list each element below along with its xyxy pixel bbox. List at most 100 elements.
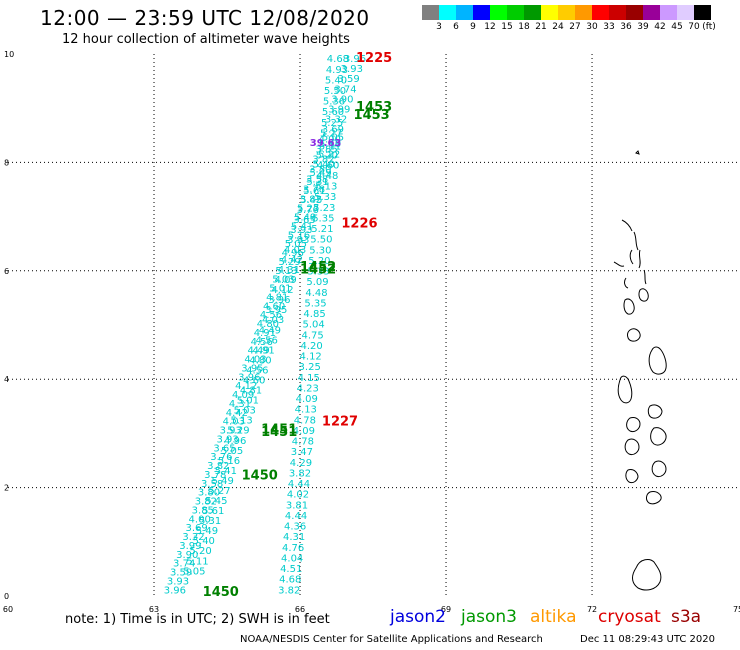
wave-height-value: 3.59 <box>170 568 192 579</box>
wave-height-value: 4.56 <box>260 310 282 321</box>
wave-height-value: 3.80 <box>309 165 331 176</box>
mission-name: altika <box>530 607 577 627</box>
wave-height-value: 5.09 <box>306 277 328 288</box>
color-legend-label: 12 <box>484 22 496 32</box>
wave-height-value: 3.59 <box>338 74 360 85</box>
island-outline <box>625 469 639 484</box>
color-swatch <box>490 5 507 20</box>
wave-height-value: 4.76 <box>282 543 304 554</box>
wave-height-value: 4.81 <box>240 386 262 397</box>
wave-height-value: 4.03 <box>262 315 284 326</box>
color-swatch <box>439 5 456 20</box>
color-legend-label: 27 <box>569 22 581 32</box>
wave-height-value: 5.04 <box>302 320 324 331</box>
wave-height-value: 5.41 <box>291 221 313 232</box>
pass-labels: 1450145014511451122714521452122639.63145… <box>203 51 392 600</box>
wave-height-value: 4.15 <box>298 373 320 384</box>
wave-height-value: 5.50 <box>310 235 332 246</box>
wave-height-value: 5.05 <box>285 239 307 250</box>
color-legend-label: 70 <box>688 22 700 32</box>
wave-height-value: 3.65 <box>213 443 235 454</box>
pass-label: 1451 <box>261 425 297 440</box>
y-tick-label: 2 <box>4 484 9 493</box>
wave-height-value: 5.16 <box>288 230 310 241</box>
wave-height-value: 3.93 <box>216 434 238 445</box>
island-outline <box>632 559 662 591</box>
coastline-islands <box>613 150 667 591</box>
color-swatch <box>541 5 558 20</box>
wave-height-value: 5.31 <box>306 177 328 188</box>
y-tick-label: 6 <box>4 267 9 276</box>
wave-height-value: 3.93 <box>287 235 309 246</box>
wave-height-value: 4.09 <box>296 394 318 405</box>
y-tick-label: 8 <box>4 158 9 167</box>
color-legend-label: 36 <box>620 22 632 32</box>
wave-height-value: 5.13 <box>230 416 252 427</box>
wave-height-value: 5.27 <box>208 486 230 497</box>
wave-height-value: 4.60 <box>243 376 265 387</box>
island-outline <box>635 150 640 155</box>
wave-height-value: 5.50 <box>324 86 346 97</box>
wave-height-value: 4.29 <box>290 458 312 469</box>
wave-height-value: 4.51 <box>280 564 302 575</box>
wave-height-value: 3.58 <box>306 175 328 186</box>
mission-name: s3a <box>671 607 702 627</box>
pass-label: 1452 <box>300 260 336 275</box>
wave-height-value: 5.27 <box>320 128 342 139</box>
wave-height-value: 5.29 <box>279 257 301 268</box>
pass-label: 1453 <box>354 108 390 123</box>
wave-height-value: 3.82 <box>300 195 322 206</box>
wave-height-value: 4.60 <box>263 301 285 312</box>
wave-height-value: 4.85 <box>303 309 325 320</box>
color-legend-labels: 3 6 9 12 15 18 21 24 27 30 33 36 39 42 45 70 (ft) <box>422 22 740 34</box>
pass-label: 1450 <box>242 468 278 483</box>
wave-height-value: 3.82 <box>195 497 217 508</box>
wave-height-value: 4.96 <box>224 436 246 447</box>
wave-height-value: 3.82 <box>207 461 229 472</box>
wave-height-value: 4.60 <box>317 160 339 171</box>
wave-height-value: 4.48 <box>305 288 327 299</box>
wave-height-value: 4.31 <box>229 399 251 410</box>
color-swatch <box>660 5 677 20</box>
wave-height-value: 3.96 <box>344 54 366 65</box>
island-outline <box>646 491 662 505</box>
island-outline <box>650 427 667 446</box>
wave-height-value: 5.40 <box>325 75 347 86</box>
color-swatch <box>473 5 490 20</box>
wave-height-value: 5.23 <box>313 203 335 214</box>
wave-height-value: 5.60 <box>322 107 344 118</box>
wave-height-value: 4.93 <box>326 65 348 76</box>
wave-height-value: 3.81 <box>286 500 308 511</box>
y-tick-label: 4 <box>4 375 9 384</box>
island-outline <box>624 438 640 455</box>
mission-name: jason3 <box>461 607 517 627</box>
wave-height-value: 5.25 <box>321 118 343 129</box>
wave-height-value: 5.45 <box>300 195 322 206</box>
color-legend-label: 42 <box>654 22 666 32</box>
wave-height-value: 4.91 <box>254 328 276 339</box>
wave-height-value: 3.82 <box>312 155 334 166</box>
wave-height-value: 3.93 <box>167 576 189 587</box>
wave-height-value: 3.78 <box>204 470 226 481</box>
color-legend-label: 21 <box>535 22 547 32</box>
color-swatch <box>609 5 626 20</box>
x-tick-label: 66 <box>295 605 305 614</box>
color-legend-label: 30 <box>586 22 598 32</box>
wave-height-value: 4.42 <box>226 408 248 419</box>
wave-height-value: 4.20 <box>301 341 323 352</box>
wave-height-value: 4.56 <box>256 335 278 346</box>
wave-height-value: 4.31 <box>278 265 300 276</box>
wave-height-value: 5.20 <box>190 546 212 557</box>
credit-text: NOAA/NESDIS Center for Satellite Applica… <box>240 634 543 645</box>
wave-height-value: 4.09 <box>293 426 315 437</box>
wave-height-value: 4.56 <box>246 365 268 376</box>
wave-height-value: 4.78 <box>292 437 314 448</box>
wave-height-value: 5.40 <box>193 536 215 547</box>
wave-height-value: 5.20 <box>308 256 330 267</box>
wave-height-value: 3.32 <box>325 114 347 125</box>
wave-height-value: 3.96 <box>268 295 290 306</box>
wave-height-value: 3.95 <box>265 305 287 316</box>
wave-height-value: 4.12 <box>271 285 293 296</box>
wave-height-value: 5.05 <box>183 566 205 577</box>
